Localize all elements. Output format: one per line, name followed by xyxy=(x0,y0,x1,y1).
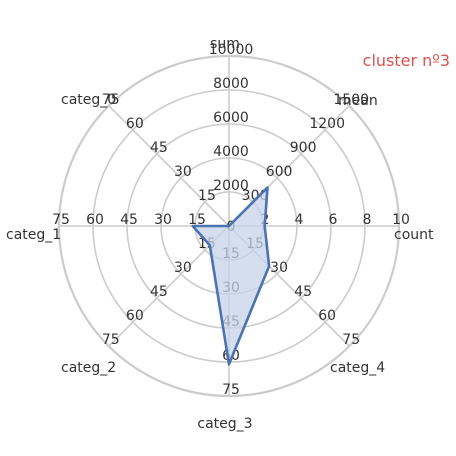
tick-label-categ_4: 30 xyxy=(270,260,288,276)
tick-label-categ_2: 60 xyxy=(126,308,144,324)
tick-label-sum: 8000 xyxy=(213,76,249,92)
axis-label-sum: sum xyxy=(210,36,240,52)
axis-label-categ_1: categ_1 xyxy=(6,227,61,243)
tick-label-categ_0: 75 xyxy=(102,92,120,108)
tick-label-count: 6 xyxy=(329,212,338,228)
axis-label-categ_0: categ_0 xyxy=(61,92,116,108)
chart-title: cluster nº3 xyxy=(363,51,450,70)
tick-label-categ_0: 45 xyxy=(150,140,168,156)
tick-label-categ_4: 75 xyxy=(342,332,360,348)
spoke-categ_0 xyxy=(108,105,230,227)
tick-label-sum: 10000 xyxy=(209,42,254,58)
tick-label-mean: 1200 xyxy=(309,116,345,132)
tick-label-categ_1: 15 xyxy=(188,212,206,228)
tick-label-categ_1: 30 xyxy=(154,212,172,228)
tick-label-sum: 2000 xyxy=(213,178,249,194)
tick-label-categ_1: 60 xyxy=(86,212,104,228)
tick-label-sum: 4000 xyxy=(213,144,249,160)
tick-label-categ_2: 75 xyxy=(102,332,120,348)
axis-label-mean: mean xyxy=(338,93,378,109)
tick-label-count: 8 xyxy=(363,212,372,228)
tick-label-categ_3: 75 xyxy=(222,382,240,398)
tick-label-mean: 1500 xyxy=(333,92,369,108)
radar-series xyxy=(191,186,271,366)
tick-label-categ_4: 60 xyxy=(318,308,336,324)
axis-label-count: count xyxy=(394,227,434,243)
tick-label-categ_0: 60 xyxy=(126,116,144,132)
tick-label-categ_0: 15 xyxy=(198,188,216,204)
tick-label-categ_4: 45 xyxy=(294,284,312,300)
tick-label-categ_2: 45 xyxy=(150,284,168,300)
tick-label-categ_0: 30 xyxy=(174,164,192,180)
tick-label-count: 4 xyxy=(295,212,304,228)
axis-label-categ_2: categ_2 xyxy=(61,360,116,376)
radar-axis-labels: count mean sum categ_0 categ_1 categ_2 categ_3… xyxy=(6,36,434,432)
tick-label-mean: 900 xyxy=(290,140,317,156)
tick-label-sum: 6000 xyxy=(213,110,249,126)
axis-label-categ_4: categ_4 xyxy=(330,360,385,376)
tick-label-categ_1: 75 xyxy=(52,212,70,228)
tick-label-categ_1: 45 xyxy=(120,212,138,228)
series-area xyxy=(191,186,271,366)
axis-label-categ_3: categ_3 xyxy=(197,416,252,432)
tick-label-categ_2: 30 xyxy=(174,260,192,276)
tick-label-mean: 600 xyxy=(266,164,293,180)
tick-label-count: 10 xyxy=(392,212,410,228)
